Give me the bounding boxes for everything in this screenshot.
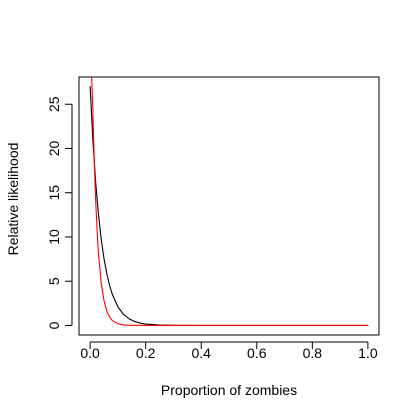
plot-frame [78, 76, 380, 336]
series-line-red [91, 77, 369, 326]
x-axis-title: Proportion of zombies [161, 382, 297, 398]
x-tick-label: 1.0 [358, 345, 378, 361]
y-tick-label: 0 [46, 321, 62, 329]
series-line-black [89, 86, 369, 326]
x-tick-label: 0.6 [247, 345, 267, 361]
y-axis: 0 5 10 15 20 25 [46, 96, 73, 329]
y-axis-title: Relative likelihood [5, 143, 21, 256]
x-tick-label: 0.0 [80, 345, 100, 361]
x-tick-label: 0.2 [136, 345, 156, 361]
series-layer [89, 77, 369, 326]
y-tick-label: 10 [46, 229, 62, 245]
y-tick-label: 5 [46, 277, 62, 285]
y-tick-label: 25 [46, 96, 62, 112]
x-tick-label: 0.4 [191, 345, 211, 361]
x-axis: 0.0 0.2 0.4 0.6 0.8 1.0 [80, 341, 378, 361]
y-tick-label: 20 [46, 140, 62, 156]
y-tick-label: 15 [46, 185, 62, 201]
x-tick-label: 0.8 [303, 345, 323, 361]
